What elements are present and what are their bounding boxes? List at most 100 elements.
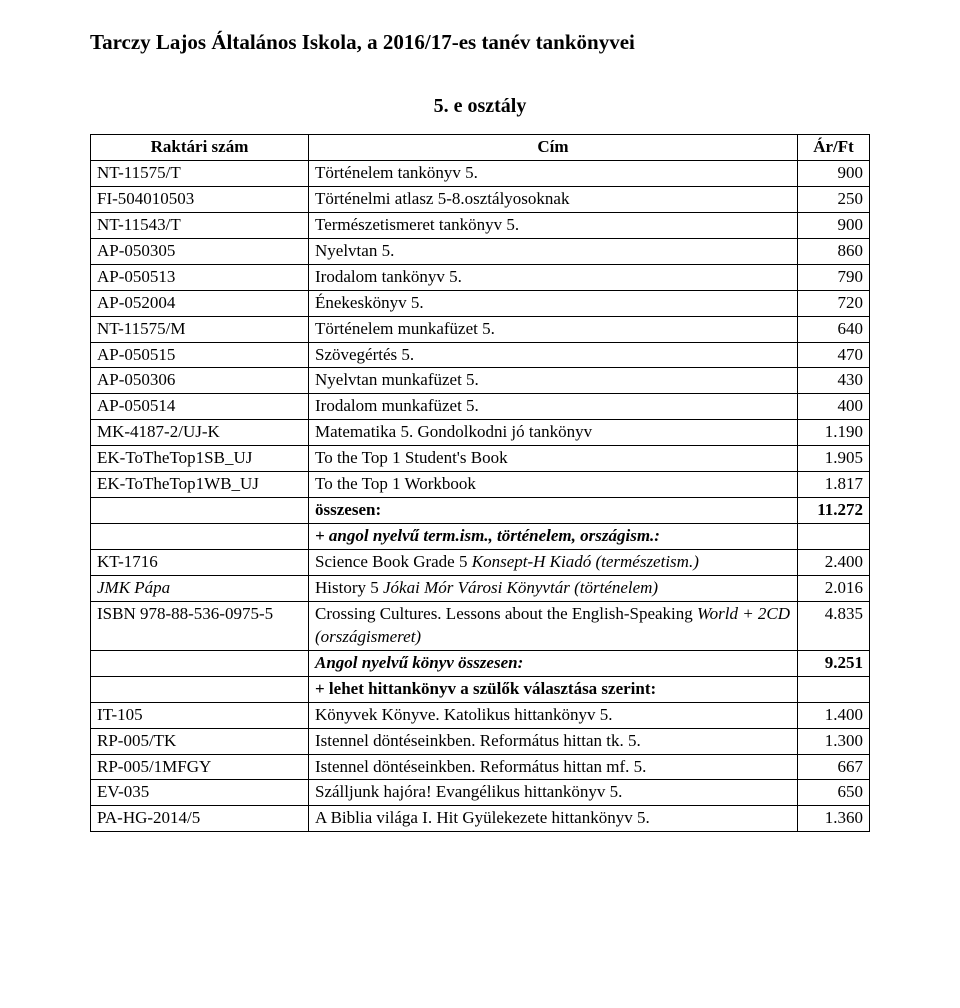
cell-code: RP-005/1MFGY <box>91 754 309 780</box>
cell-price: 790 <box>798 264 870 290</box>
table-row: EV-035Szálljunk hajóra! Evangélikus hitt… <box>91 780 870 806</box>
cell-title: Matematika 5. Gondolkodni jó tankönyv <box>309 420 798 446</box>
cell-price <box>798 676 870 702</box>
cell-title: Történelmi atlasz 5-8.osztályosoknak <box>309 186 798 212</box>
header-price: Ár/Ft <box>798 135 870 161</box>
cell-price: 720 <box>798 290 870 316</box>
table-row: AP-050515Szövegértés 5.470 <box>91 342 870 368</box>
cell-code: IT-105 <box>91 702 309 728</box>
table-row: NT-11543/TTermészetismeret tankönyv 5.90… <box>91 212 870 238</box>
table-row: + angol nyelvű term.ism., történelem, or… <box>91 524 870 550</box>
cell-price: 1.360 <box>798 806 870 832</box>
cell-price: 430 <box>798 368 870 394</box>
cell-price: 400 <box>798 394 870 420</box>
table-row: PA-HG-2014/5A Biblia világa I. Hit Gyüle… <box>91 806 870 832</box>
table-row: NT-11575/MTörténelem munkafüzet 5.640 <box>91 316 870 342</box>
cell-code: FI-504010503 <box>91 186 309 212</box>
cell-title: A Biblia világa I. Hit Gyülekezete hitta… <box>309 806 798 832</box>
cell-code: MK-4187-2/UJ-K <box>91 420 309 446</box>
cell-code: AP-050513 <box>91 264 309 290</box>
cell-title: Történelem munkafüzet 5. <box>309 316 798 342</box>
cell-price: 1.300 <box>798 728 870 754</box>
cell-code: AP-050306 <box>91 368 309 394</box>
cell-title: Science Book Grade 5 Konsept-H Kiadó (te… <box>309 550 798 576</box>
cell-price: 900 <box>798 212 870 238</box>
cell-price: 667 <box>798 754 870 780</box>
cell-price: 4.835 <box>798 601 870 650</box>
cell-code: PA-HG-2014/5 <box>91 806 309 832</box>
cell-code: AP-050515 <box>91 342 309 368</box>
cell-code: RP-005/TK <box>91 728 309 754</box>
cell-title: + lehet hittankönyv a szülők választása … <box>309 676 798 702</box>
header-code: Raktári szám <box>91 135 309 161</box>
table-row: EK-ToTheTop1SB_UJTo the Top 1 Student's … <box>91 446 870 472</box>
cell-price: 9.251 <box>798 650 870 676</box>
cell-price: 250 <box>798 186 870 212</box>
cell-code: ISBN 978-88-536-0975-5 <box>91 601 309 650</box>
cell-code <box>91 650 309 676</box>
table-row: IT-105Könyvek Könyve. Katolikus hittankö… <box>91 702 870 728</box>
cell-code: AP-052004 <box>91 290 309 316</box>
cell-code <box>91 676 309 702</box>
cell-title: Crossing Cultures. Lessons about the Eng… <box>309 601 798 650</box>
table-row: Angol nyelvű könyv összesen:9.251 <box>91 650 870 676</box>
page-title: Tarczy Lajos Általános Iskola, a 2016/17… <box>90 30 870 55</box>
cell-title: Énekeskönyv 5. <box>309 290 798 316</box>
cell-price: 1.190 <box>798 420 870 446</box>
cell-price: 470 <box>798 342 870 368</box>
cell-code: NT-11575/M <box>91 316 309 342</box>
cell-code: JMK Pápa <box>91 575 309 601</box>
cell-price: 2.400 <box>798 550 870 576</box>
table-row: EK-ToTheTop1WB_UJTo the Top 1 Workbook1.… <box>91 472 870 498</box>
cell-title: To the Top 1 Workbook <box>309 472 798 498</box>
cell-code <box>91 498 309 524</box>
cell-price: 640 <box>798 316 870 342</box>
cell-code <box>91 524 309 550</box>
cell-code: EV-035 <box>91 780 309 806</box>
cell-code: KT-1716 <box>91 550 309 576</box>
cell-code: AP-050514 <box>91 394 309 420</box>
table-row: MK-4187-2/UJ-KMatematika 5. Gondolkodni … <box>91 420 870 446</box>
table-row: RP-005/TKIstennel döntéseinkben. Reformá… <box>91 728 870 754</box>
cell-price: 1.905 <box>798 446 870 472</box>
table-row: + lehet hittankönyv a szülők választása … <box>91 676 870 702</box>
table-row: AP-050513Irodalom tankönyv 5.790 <box>91 264 870 290</box>
header-title: Cím <box>309 135 798 161</box>
cell-price <box>798 524 870 550</box>
cell-title: Könyvek Könyve. Katolikus hittankönyv 5. <box>309 702 798 728</box>
table-row: AP-050306Nyelvtan munkafüzet 5.430 <box>91 368 870 394</box>
cell-title: Történelem tankönyv 5. <box>309 160 798 186</box>
cell-code: EK-ToTheTop1SB_UJ <box>91 446 309 472</box>
table-row: AP-050514Irodalom munkafüzet 5.400 <box>91 394 870 420</box>
cell-title: Szövegértés 5. <box>309 342 798 368</box>
table-row: AP-052004Énekeskönyv 5.720 <box>91 290 870 316</box>
cell-title: Angol nyelvű könyv összesen: <box>309 650 798 676</box>
cell-price: 900 <box>798 160 870 186</box>
table-row: összesen:11.272 <box>91 498 870 524</box>
table-row: AP-050305Nyelvtan 5.860 <box>91 238 870 264</box>
cell-code: AP-050305 <box>91 238 309 264</box>
cell-title: Természetismeret tankönyv 5. <box>309 212 798 238</box>
cell-title: Irodalom munkafüzet 5. <box>309 394 798 420</box>
cell-price: 650 <box>798 780 870 806</box>
cell-code: NT-11575/T <box>91 160 309 186</box>
cell-price: 11.272 <box>798 498 870 524</box>
cell-title: Nyelvtan munkafüzet 5. <box>309 368 798 394</box>
cell-price: 1.817 <box>798 472 870 498</box>
table-row: KT-1716Science Book Grade 5 Konsept-H Ki… <box>91 550 870 576</box>
cell-title: Irodalom tankönyv 5. <box>309 264 798 290</box>
cell-title: To the Top 1 Student's Book <box>309 446 798 472</box>
cell-code: EK-ToTheTop1WB_UJ <box>91 472 309 498</box>
cell-price: 1.400 <box>798 702 870 728</box>
table-header-row: Raktári szám Cím Ár/Ft <box>91 135 870 161</box>
cell-title: Istennel döntéseinkben. Református hitta… <box>309 728 798 754</box>
table-row: ISBN 978-88-536-0975-5Crossing Cultures.… <box>91 601 870 650</box>
cell-title: Nyelvtan 5. <box>309 238 798 264</box>
cell-title: összesen: <box>309 498 798 524</box>
cell-price: 2.016 <box>798 575 870 601</box>
table-row: NT-11575/TTörténelem tankönyv 5.900 <box>91 160 870 186</box>
cell-price: 860 <box>798 238 870 264</box>
cell-title: + angol nyelvű term.ism., történelem, or… <box>309 524 798 550</box>
cell-title: Szálljunk hajóra! Evangélikus hittanköny… <box>309 780 798 806</box>
section-title: 5. e osztály <box>90 95 870 118</box>
